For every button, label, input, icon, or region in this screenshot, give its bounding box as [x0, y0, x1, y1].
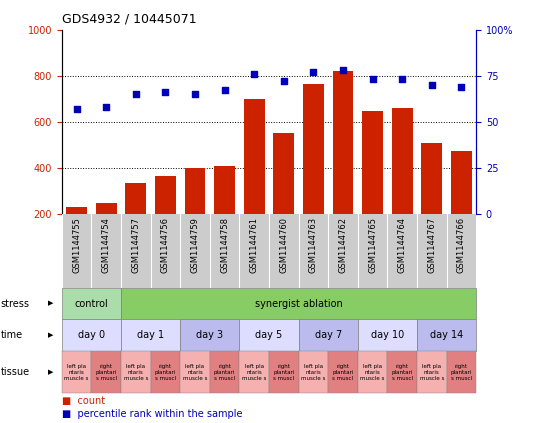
Bar [62, 319, 121, 351]
Text: day 1: day 1 [137, 330, 164, 340]
Bar [214, 166, 235, 214]
Text: left pla
ntaris
muscle s: left pla ntaris muscle s [360, 364, 385, 381]
Text: right
plantari
s muscl: right plantari s muscl [214, 364, 235, 381]
Bar [96, 203, 117, 214]
Text: GSM1144765: GSM1144765 [368, 217, 377, 273]
Bar [303, 84, 324, 214]
Point [220, 87, 229, 94]
Bar [125, 183, 146, 214]
Text: left pla
ntaris
muscle s: left pla ntaris muscle s [420, 364, 444, 381]
Bar [421, 143, 442, 214]
Text: GSM1144755: GSM1144755 [72, 217, 81, 273]
Bar [328, 351, 358, 393]
Point [131, 91, 140, 97]
Point [309, 69, 317, 75]
Text: ■  count: ■ count [62, 396, 105, 406]
Bar [91, 351, 121, 393]
Point [457, 83, 465, 90]
Text: stress: stress [1, 299, 30, 308]
Text: right
plantari
s muscl: right plantari s muscl [392, 364, 413, 381]
Text: GSM1144764: GSM1144764 [398, 217, 407, 273]
Bar [358, 351, 387, 393]
Point [161, 89, 170, 96]
Bar [210, 351, 239, 393]
Text: left pla
ntaris
muscle s: left pla ntaris muscle s [124, 364, 148, 381]
Text: GDS4932 / 10445071: GDS4932 / 10445071 [62, 12, 196, 25]
Text: right
plantari
s muscl: right plantari s muscl [451, 364, 472, 381]
Point [427, 82, 436, 88]
Text: GSM1144759: GSM1144759 [190, 217, 200, 273]
Bar [62, 351, 91, 393]
Bar [299, 351, 328, 393]
Text: right
plantari
s muscl: right plantari s muscl [155, 364, 176, 381]
Bar [185, 168, 206, 214]
Text: GSM1144754: GSM1144754 [102, 217, 111, 273]
Text: GSM1144760: GSM1144760 [279, 217, 288, 273]
Text: day 0: day 0 [78, 330, 105, 340]
Bar [417, 351, 447, 393]
Text: ▶: ▶ [48, 300, 54, 307]
Bar [332, 71, 353, 214]
Point [398, 76, 406, 82]
Bar [239, 319, 299, 351]
Text: GSM1144756: GSM1144756 [161, 217, 170, 273]
Point [279, 78, 288, 85]
Point [190, 91, 199, 97]
Bar [62, 288, 121, 319]
Bar [121, 351, 151, 393]
Text: left pla
ntaris
muscle s: left pla ntaris muscle s [242, 364, 266, 381]
Text: GSM1144757: GSM1144757 [131, 217, 140, 273]
Bar [155, 176, 176, 214]
Text: left pla
ntaris
muscle s: left pla ntaris muscle s [65, 364, 89, 381]
Text: GSM1144761: GSM1144761 [250, 217, 259, 273]
Bar [180, 351, 210, 393]
Bar [299, 319, 358, 351]
Bar [451, 151, 472, 214]
Text: GSM1144758: GSM1144758 [220, 217, 229, 273]
Bar [121, 288, 476, 319]
Bar [121, 319, 180, 351]
Bar [362, 110, 383, 214]
Point [368, 76, 377, 82]
Text: day 3: day 3 [196, 330, 223, 340]
Point [72, 105, 81, 112]
Bar [269, 351, 299, 393]
Bar [180, 319, 239, 351]
Text: GSM1144762: GSM1144762 [338, 217, 348, 273]
Text: control: control [75, 299, 108, 308]
Text: GSM1144766: GSM1144766 [457, 217, 466, 273]
Bar [392, 108, 413, 214]
Text: right
plantari
s muscl: right plantari s muscl [332, 364, 353, 381]
Text: ▶: ▶ [48, 332, 54, 338]
Bar [447, 351, 476, 393]
Text: time: time [1, 330, 23, 340]
Bar [239, 351, 269, 393]
Text: day 10: day 10 [371, 330, 404, 340]
Text: day 5: day 5 [256, 330, 282, 340]
Text: right
plantari
s muscl: right plantari s muscl [96, 364, 117, 381]
Point [102, 104, 111, 110]
Text: synergist ablation: synergist ablation [254, 299, 343, 308]
Text: GSM1144763: GSM1144763 [309, 217, 318, 273]
Bar [387, 351, 417, 393]
Bar [66, 207, 87, 214]
Bar [244, 99, 265, 214]
Text: ▶: ▶ [48, 369, 54, 375]
Bar [417, 319, 476, 351]
Text: ■  percentile rank within the sample: ■ percentile rank within the sample [62, 409, 243, 419]
Text: tissue: tissue [1, 367, 30, 377]
Text: left pla
ntaris
muscle s: left pla ntaris muscle s [301, 364, 325, 381]
Bar [273, 133, 294, 214]
Text: day 14: day 14 [430, 330, 463, 340]
Point [250, 70, 258, 77]
Text: left pla
ntaris
muscle s: left pla ntaris muscle s [183, 364, 207, 381]
Point [339, 67, 348, 74]
Text: GSM1144767: GSM1144767 [427, 217, 436, 273]
Bar [358, 319, 417, 351]
Text: day 7: day 7 [315, 330, 342, 340]
Bar [151, 351, 180, 393]
Text: right
plantari
s muscl: right plantari s muscl [273, 364, 294, 381]
